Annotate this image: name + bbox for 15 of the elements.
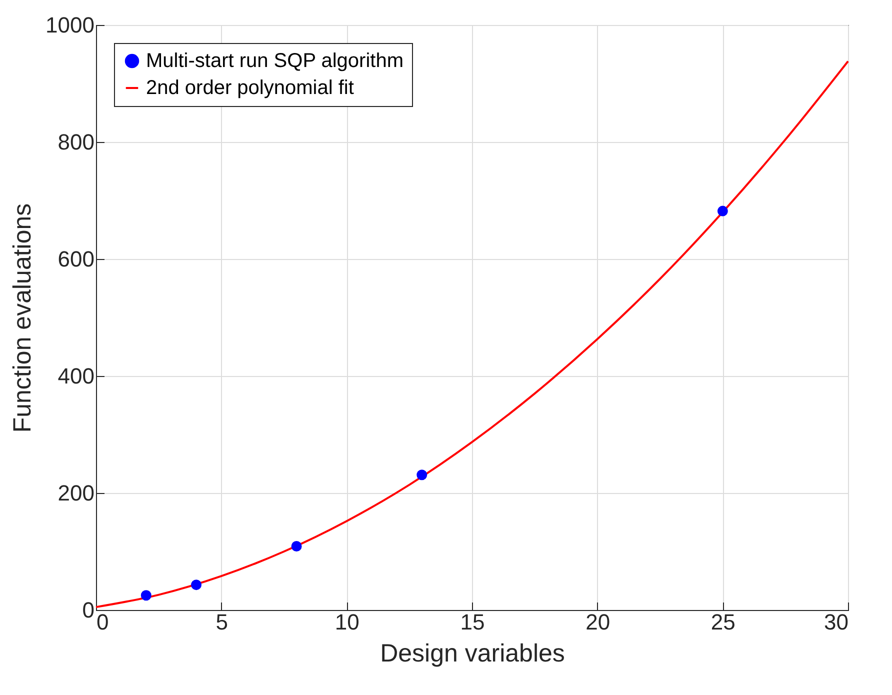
y-tick-label: 600 <box>58 246 94 272</box>
x-tick-label: 15 <box>460 610 485 634</box>
x-tick-label: 20 <box>586 610 610 634</box>
y-tick-label: 800 <box>58 130 94 154</box>
legend-label: 2nd order polynomial fit <box>146 77 354 99</box>
x-tick-label: 25 <box>710 610 736 634</box>
y-axis-title: Function evaluations <box>8 203 37 433</box>
x-tick-label: 10 <box>334 610 360 634</box>
y-tick-label: 200 <box>58 480 94 506</box>
y-tick-label: 400 <box>58 364 94 388</box>
x-tick-label: 5 <box>216 610 228 634</box>
legend-label: Multi-start run SQP algorithm <box>146 50 404 72</box>
x-tick-label: 30 <box>824 610 848 634</box>
x-axis-title: Design variables <box>380 640 565 668</box>
y-tick-label: 1000 <box>46 12 94 38</box>
